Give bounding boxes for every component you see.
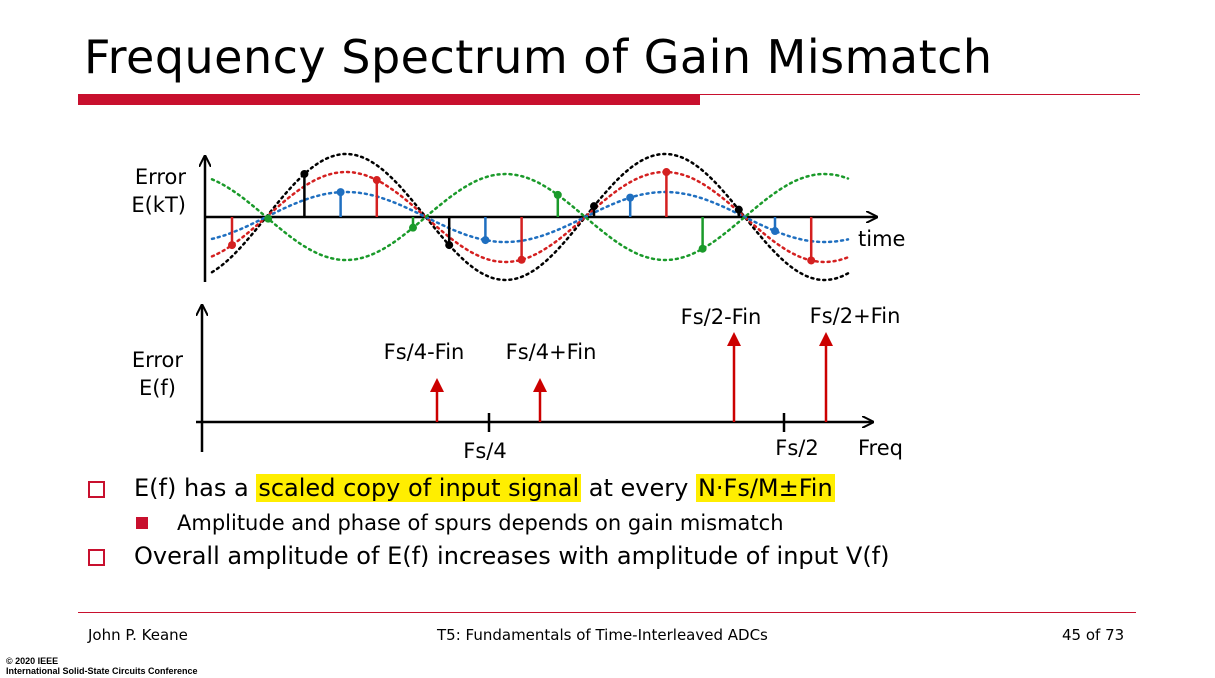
waveform-red xyxy=(210,170,850,264)
sub-bullet-1-text: Amplitude and phase of spurs depends on … xyxy=(177,511,784,535)
bullet-box-icon xyxy=(88,481,105,498)
spur-label-fs2-minus-fin: Fs/2-Fin xyxy=(681,305,762,329)
freq-ylabel-line2: E(f) xyxy=(139,376,176,400)
footer-course: T5: Fundamentals of Time-Interleaved ADC… xyxy=(437,626,768,644)
frequency-domain-plot: Fs/4-Fin Fs/4+Fin Fs/2-Fin Fs/2+Fin Fs/4… xyxy=(132,304,903,463)
waveform-green xyxy=(210,172,850,262)
sample-dot xyxy=(662,168,671,177)
sample-dot xyxy=(626,193,635,202)
sample-dot xyxy=(590,202,598,211)
bullet-box-icon xyxy=(88,549,105,566)
waveform-blue xyxy=(210,190,850,244)
time-ylabel-line2: E(kT) xyxy=(131,193,186,217)
sample-dot xyxy=(372,176,381,185)
bullet-1-text: E(f) has a scaled copy of input signal a… xyxy=(134,474,835,502)
sample-dot xyxy=(336,188,345,197)
highlight-n-fs-m-fin: N·Fs/M±Fin xyxy=(695,474,835,502)
sample-dot xyxy=(409,223,417,232)
time-domain-plot: Error E(kT) time xyxy=(131,152,905,282)
copyright-line-1: © 2020 IEEE xyxy=(6,656,59,666)
bullet-1-prefix: E(f) has a xyxy=(134,474,257,502)
freq-tick-label-fs4: Fs/4 xyxy=(463,439,506,463)
sample-dot xyxy=(517,255,526,264)
footer-author: John P. Keane xyxy=(88,626,188,644)
copyright-line-2: International Solid-State Circuits Confe… xyxy=(6,666,198,676)
footer-page-number: 45 of 73 xyxy=(1062,626,1125,644)
title-underline-rule xyxy=(700,94,1140,95)
sample-dot xyxy=(481,236,490,245)
bullet-1-middle: at every xyxy=(581,474,696,502)
highlight-scaled-copy: scaled copy of input signal xyxy=(256,474,582,502)
spur-label-fs4-minus-fin: Fs/4-Fin xyxy=(384,340,465,364)
freq-ylabel-line1: Error xyxy=(132,348,184,372)
sample-dot xyxy=(553,190,562,199)
footer-divider xyxy=(78,612,1136,613)
slide-title: Frequency Spectrum of Gain Mismatch xyxy=(84,30,993,84)
spur-label-fs4-plus-fin: Fs/4+Fin xyxy=(506,340,597,364)
sub-bullet-square-icon xyxy=(136,517,148,529)
sample-dot xyxy=(807,256,816,265)
sample-dot xyxy=(300,169,309,178)
time-sample-stems xyxy=(228,168,816,265)
freq-tick-label-fs2: Fs/2 xyxy=(775,436,818,460)
title-underline-bar xyxy=(78,94,700,105)
sample-dot xyxy=(771,227,779,236)
sample-dot xyxy=(734,205,743,214)
spur-label-fs2-plus-fin: Fs/2+Fin xyxy=(810,304,901,328)
sample-dot xyxy=(228,241,236,250)
sample-dot xyxy=(698,244,707,253)
freq-xlabel: Freq xyxy=(858,436,903,460)
time-waveforms xyxy=(210,152,850,282)
sample-dot xyxy=(264,214,273,223)
time-xlabel: time xyxy=(858,227,905,251)
bullet-2-text: Overall amplitude of E(f) increases with… xyxy=(134,542,890,570)
sample-dot xyxy=(445,241,454,250)
time-ylabel-line1: Error xyxy=(135,165,187,189)
